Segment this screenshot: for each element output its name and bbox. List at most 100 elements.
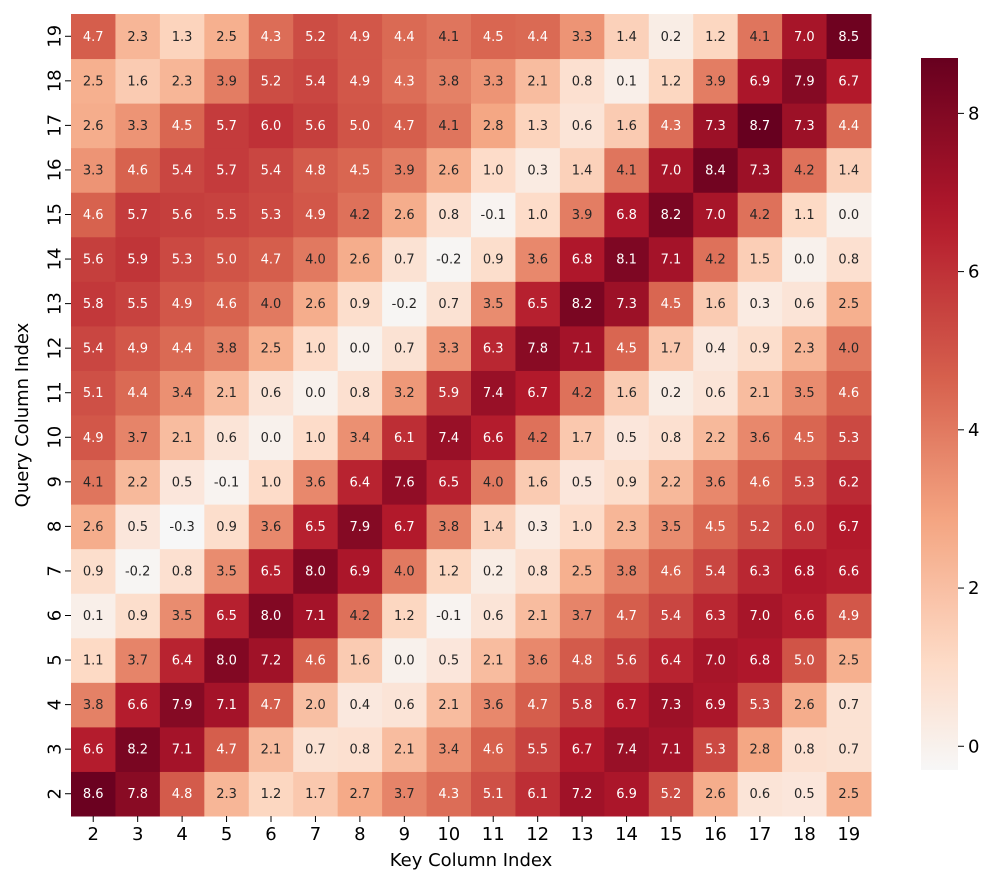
heatmap-cell <box>71 370 116 416</box>
heatmap-cell <box>248 504 294 550</box>
heatmap-cell <box>693 459 739 505</box>
cell-value-label: 4.9 <box>305 208 326 223</box>
heatmap-cell <box>248 103 294 149</box>
y-axis-label: Query Column Index <box>12 322 33 507</box>
heatmap-cell <box>337 103 383 149</box>
heatmap-cell <box>115 14 161 60</box>
heatmap-cell <box>737 192 783 238</box>
cell-value-label: 0.8 <box>527 564 548 579</box>
cell-value-label: 0.6 <box>394 698 415 713</box>
cell-value-label: 7.1 <box>572 342 593 357</box>
cell-value-label: 2.6 <box>394 208 415 223</box>
heatmap-cell <box>604 637 650 683</box>
heatmap-cell <box>648 192 694 238</box>
heatmap-cell <box>71 637 116 683</box>
cell-value-label: 4.3 <box>394 74 415 89</box>
cell-value-label: 6.5 <box>305 520 326 535</box>
heatmap-cell <box>515 103 561 149</box>
cell-value-label: 5.0 <box>794 654 815 669</box>
heatmap-cell <box>471 415 516 461</box>
cell-value-label: 7.6 <box>394 475 415 490</box>
heatmap-cell <box>115 771 161 817</box>
heatmap-cell <box>426 325 472 371</box>
heatmap-cell <box>337 236 383 282</box>
heatmap-cell <box>426 726 472 772</box>
cell-value-label: 1.1 <box>83 654 104 669</box>
colorbar-tick-label: 0 <box>968 736 979 757</box>
heatmap-cell <box>782 548 828 594</box>
cell-value-label: 1.2 <box>394 609 415 624</box>
cell-value-label: 0.1 <box>83 609 104 624</box>
heatmap-cell <box>382 637 428 683</box>
heatmap-cell <box>382 593 428 639</box>
heatmap-cell <box>115 548 161 594</box>
cell-value-label: 3.9 <box>572 208 593 223</box>
cell-value-label: 2.5 <box>838 297 859 312</box>
cell-value-label: 7.1 <box>172 743 193 758</box>
cell-value-label: 1.4 <box>838 163 859 178</box>
cell-value-label: 1.0 <box>572 520 593 535</box>
cell-value-label: 0.9 <box>83 564 104 579</box>
cell-value-label: 6.7 <box>572 743 593 758</box>
cell-value-label: 5.1 <box>483 787 504 802</box>
cell-value-label: 7.4 <box>616 743 637 758</box>
x-tick-label: 5 <box>221 824 232 845</box>
heatmap-cell <box>71 771 116 817</box>
cell-value-label: 6.5 <box>527 297 548 312</box>
heatmap-cell <box>426 103 472 149</box>
cell-value-label: 7.0 <box>794 30 815 45</box>
heatmap-cell <box>471 236 516 282</box>
cell-value-label: 4.4 <box>394 30 415 45</box>
cell-value-label: 6.9 <box>350 564 371 579</box>
cell-value-label: 5.5 <box>216 208 237 223</box>
x-tick-label: 17 <box>748 824 771 845</box>
heatmap-cell <box>115 103 161 149</box>
heatmap-cell <box>382 14 428 60</box>
cell-value-label: 3.7 <box>572 609 593 624</box>
heatmap-cell <box>737 593 783 639</box>
cell-value-label: 5.7 <box>127 208 148 223</box>
cell-value-label: 2.1 <box>172 431 193 446</box>
heatmap-cell <box>471 281 516 327</box>
heatmap-cell <box>248 325 294 371</box>
cell-value-label: 3.5 <box>794 386 815 401</box>
cell-value-label: 2.3 <box>616 520 637 535</box>
heatmap-cell <box>337 415 383 461</box>
cell-value-label: 6.7 <box>616 698 637 713</box>
cell-value-label: 4.5 <box>705 520 726 535</box>
heatmap-cell <box>159 548 205 594</box>
cell-value-label: 4.3 <box>261 30 282 45</box>
heatmap-cell <box>737 415 783 461</box>
cell-value-label: 8.0 <box>216 654 237 669</box>
cell-value-label: 8.2 <box>661 208 682 223</box>
cell-value-label: 2.6 <box>350 253 371 268</box>
cell-value-label: 6.9 <box>705 698 726 713</box>
heatmap-cell <box>248 415 294 461</box>
y-axis-ticks: 2 3 4 5 6 7 8 9 10 11 12 13 14 15 16 17 18 19 <box>44 25 71 799</box>
cell-value-label: 8.0 <box>261 609 282 624</box>
cell-value-label: 4.6 <box>750 475 771 490</box>
cell-value-label: 0.8 <box>172 564 193 579</box>
cell-value-label: 3.9 <box>216 74 237 89</box>
cell-value-label: 4.0 <box>305 253 326 268</box>
cell-value-label: 4.7 <box>394 119 415 134</box>
heatmap-cell <box>826 192 872 238</box>
heatmap-cell <box>337 370 383 416</box>
heatmap-cell <box>248 771 294 817</box>
heatmap-cell <box>826 637 872 683</box>
heatmap-cell <box>515 192 561 238</box>
cell-value-label: 1.0 <box>261 475 282 490</box>
heatmap-cell <box>604 459 650 505</box>
heatmap-cell <box>782 459 828 505</box>
cell-value-label: 6.6 <box>127 698 148 713</box>
cell-value-label: 4.1 <box>438 30 459 45</box>
heatmap-cell <box>471 192 516 238</box>
heatmap-cell <box>293 325 339 371</box>
cell-value-label: 2.6 <box>305 297 326 312</box>
heatmap-cell <box>693 103 739 149</box>
heatmap-cell <box>337 325 383 371</box>
cell-value-label: 4.9 <box>838 609 859 624</box>
cell-value-label: 4.5 <box>794 431 815 446</box>
cell-value-label: 0.2 <box>661 30 682 45</box>
cell-value-label: 4.1 <box>438 119 459 134</box>
